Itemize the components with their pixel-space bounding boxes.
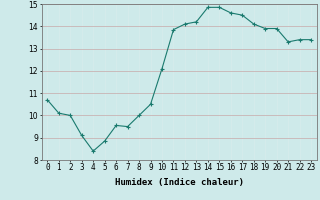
X-axis label: Humidex (Indice chaleur): Humidex (Indice chaleur) xyxy=(115,178,244,187)
